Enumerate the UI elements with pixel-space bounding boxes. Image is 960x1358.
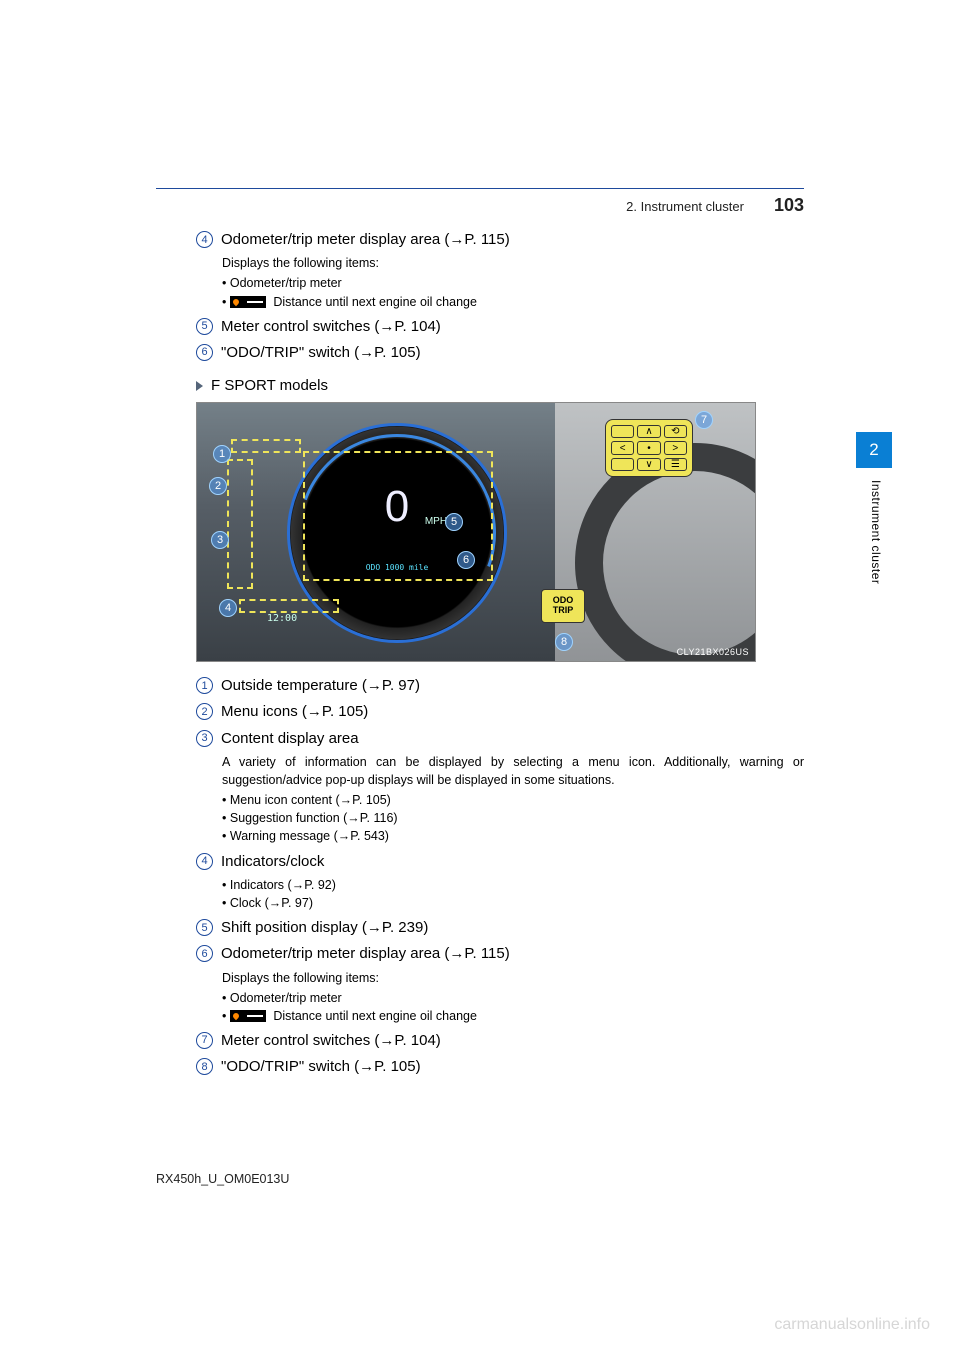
item-text: "ODO/TRIP" switch (→P. 105) [221,343,421,363]
item-sub-block: Indicators (→P. 92)Clock (→P. 97) [222,876,804,912]
instrument-cluster-diagram: 0 MPH ODO 1000 mile 12:00 ∧⟲<•>∨☰ ODOTRI… [196,402,756,662]
keypad-key: • [637,441,660,454]
chapter-side-label: Instrument cluster [869,480,883,584]
item-sub-block: A variety of information can be displaye… [222,753,804,846]
sub-bullet: Odometer/trip meter [222,989,804,1007]
numbered-item: 6 Odometer/trip meter display area (→P. 1… [196,944,804,964]
sub-bullet: Indicators (→P. 92) [222,876,804,894]
numbered-item: 4 Odometer/trip meter display area (→P. 1… [196,230,804,250]
sub-bullet: Distance until next engine oil change [222,293,804,311]
clock-value: 12:00 [267,613,297,624]
sub-bullet: Suggestion function (→P. 116) [222,809,804,827]
item-text: Outside temperature (→P. 97) [221,676,420,696]
keypad-key: ⟲ [664,425,687,438]
item-number-badge: 6 [196,344,213,361]
item-number-badge: 4 [196,231,213,248]
item-text: Content display area [221,729,359,749]
sub-bullet: Warning message (→P. 543) [222,827,804,845]
numbered-item: 7 Meter control switches (→P. 104) [196,1031,804,1051]
top-item-list: 4 Odometer/trip meter display area (→P. 1… [156,230,804,363]
section-header-text: F SPORT models [211,377,328,394]
numbered-item: 1 Outside temperature (→P. 97) [196,676,804,696]
sub-bullet: Clock (→P. 97) [222,894,804,912]
item-number-badge: 7 [196,1032,213,1049]
diagram-callout: 4 [219,599,237,617]
keypad-key: > [664,441,687,454]
diagram-callout: 2 [209,477,227,495]
triangle-icon [196,381,203,391]
sub-bullet: Odometer/trip meter [222,274,804,292]
keypad-key: ∨ [637,458,660,471]
keypad-key [611,425,634,438]
item-number-badge: 5 [196,318,213,335]
diagram-callout: 8 [555,633,573,651]
item-text: Menu icons (→P. 105) [221,702,368,722]
item-number-badge: 6 [196,945,213,962]
diagram-code: CLY21BX026US [677,647,749,657]
diagram-callout: 7 [695,411,713,429]
doc-footer-code: RX450h_U_OM0E013U [156,1172,289,1186]
numbered-item: 3 Content display area [196,729,804,749]
item-number-badge: 8 [196,1058,213,1075]
item-text: "ODO/TRIP" switch (→P. 105) [221,1057,421,1077]
page-header: 2. Instrument cluster 103 [156,195,804,216]
odo-trip-button: ODOTRIP [541,589,585,623]
numbered-item: 5 Shift position display (→P. 239) [196,918,804,938]
keypad-key: ∧ [637,425,660,438]
sub-bullet: Menu icon content (→P. 105) [222,791,804,809]
bottom-item-list: 1 Outside temperature (→P. 97) 2 Menu icons… [156,676,804,1077]
item-text: Shift position display (→P. 239) [221,918,428,938]
item-number-badge: 5 [196,919,213,936]
sub-bullet: Distance until next engine oil change [222,1007,804,1025]
keypad-key: < [611,441,634,454]
numbered-item: 6 "ODO/TRIP" switch (→P. 105) [196,343,804,363]
oil-change-icon [230,1010,266,1022]
item-sub-block: Displays the following items:Odometer/tr… [222,969,804,1025]
diagram-callout: 3 [211,531,229,549]
item-text: Meter control switches (→P. 104) [221,317,441,337]
diagram-callout: 6 [457,551,475,569]
page-number: 103 [774,195,804,216]
item-text: Meter control switches (→P. 104) [221,1031,441,1051]
numbered-item: 5 Meter control switches (→P. 104) [196,317,804,337]
keypad-key [611,458,634,471]
item-text: Odometer/trip meter display area (→P. 11… [221,230,510,250]
item-number-badge: 4 [196,853,213,870]
item-number-badge: 2 [196,703,213,720]
numbered-item: 2 Menu icons (→P. 105) [196,702,804,722]
item-number-badge: 3 [196,730,213,747]
meter-control-keypad: ∧ ⟲ <• > ∨ ☰ [605,419,693,477]
watermark: carmanualsonline.info [774,1316,930,1334]
page-content: 2. Instrument cluster 103 4 Odometer/trip… [156,188,804,1077]
diagram-callout: 5 [445,513,463,531]
item-text: Odometer/trip meter display area (→P. 11… [221,944,510,964]
item-text: Indicators/clock [221,852,324,872]
chapter-tab: 2 [856,432,892,468]
oil-change-icon [230,296,266,308]
keypad-key: ☰ [664,458,687,471]
numbered-item: 8 "ODO/TRIP" switch (→P. 105) [196,1057,804,1077]
numbered-item: 4 Indicators/clock [196,852,804,872]
item-number-badge: 1 [196,677,213,694]
chapter-title: 2. Instrument cluster [626,199,744,214]
diagram-container: 0 MPH ODO 1000 mile 12:00 ∧⟲<•>∨☰ ODOTRI… [196,402,756,662]
item-sub-block: Displays the following items:Odometer/tr… [222,254,804,310]
diagram-callout: 1 [213,445,231,463]
section-header: F SPORT models [196,377,804,394]
